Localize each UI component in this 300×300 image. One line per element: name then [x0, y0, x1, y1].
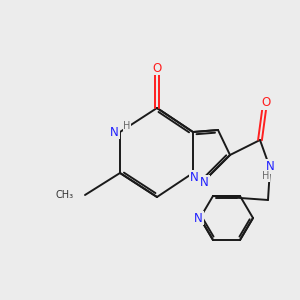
- Text: N: N: [190, 171, 199, 184]
- Text: H: H: [123, 121, 130, 131]
- Text: O: O: [152, 61, 162, 74]
- Text: N: N: [110, 125, 118, 139]
- Text: H: H: [262, 171, 270, 181]
- Text: N: N: [200, 176, 209, 189]
- Text: CH₃: CH₃: [56, 190, 74, 200]
- Text: N: N: [194, 212, 203, 224]
- Text: O: O: [262, 97, 271, 110]
- Text: N: N: [266, 160, 274, 173]
